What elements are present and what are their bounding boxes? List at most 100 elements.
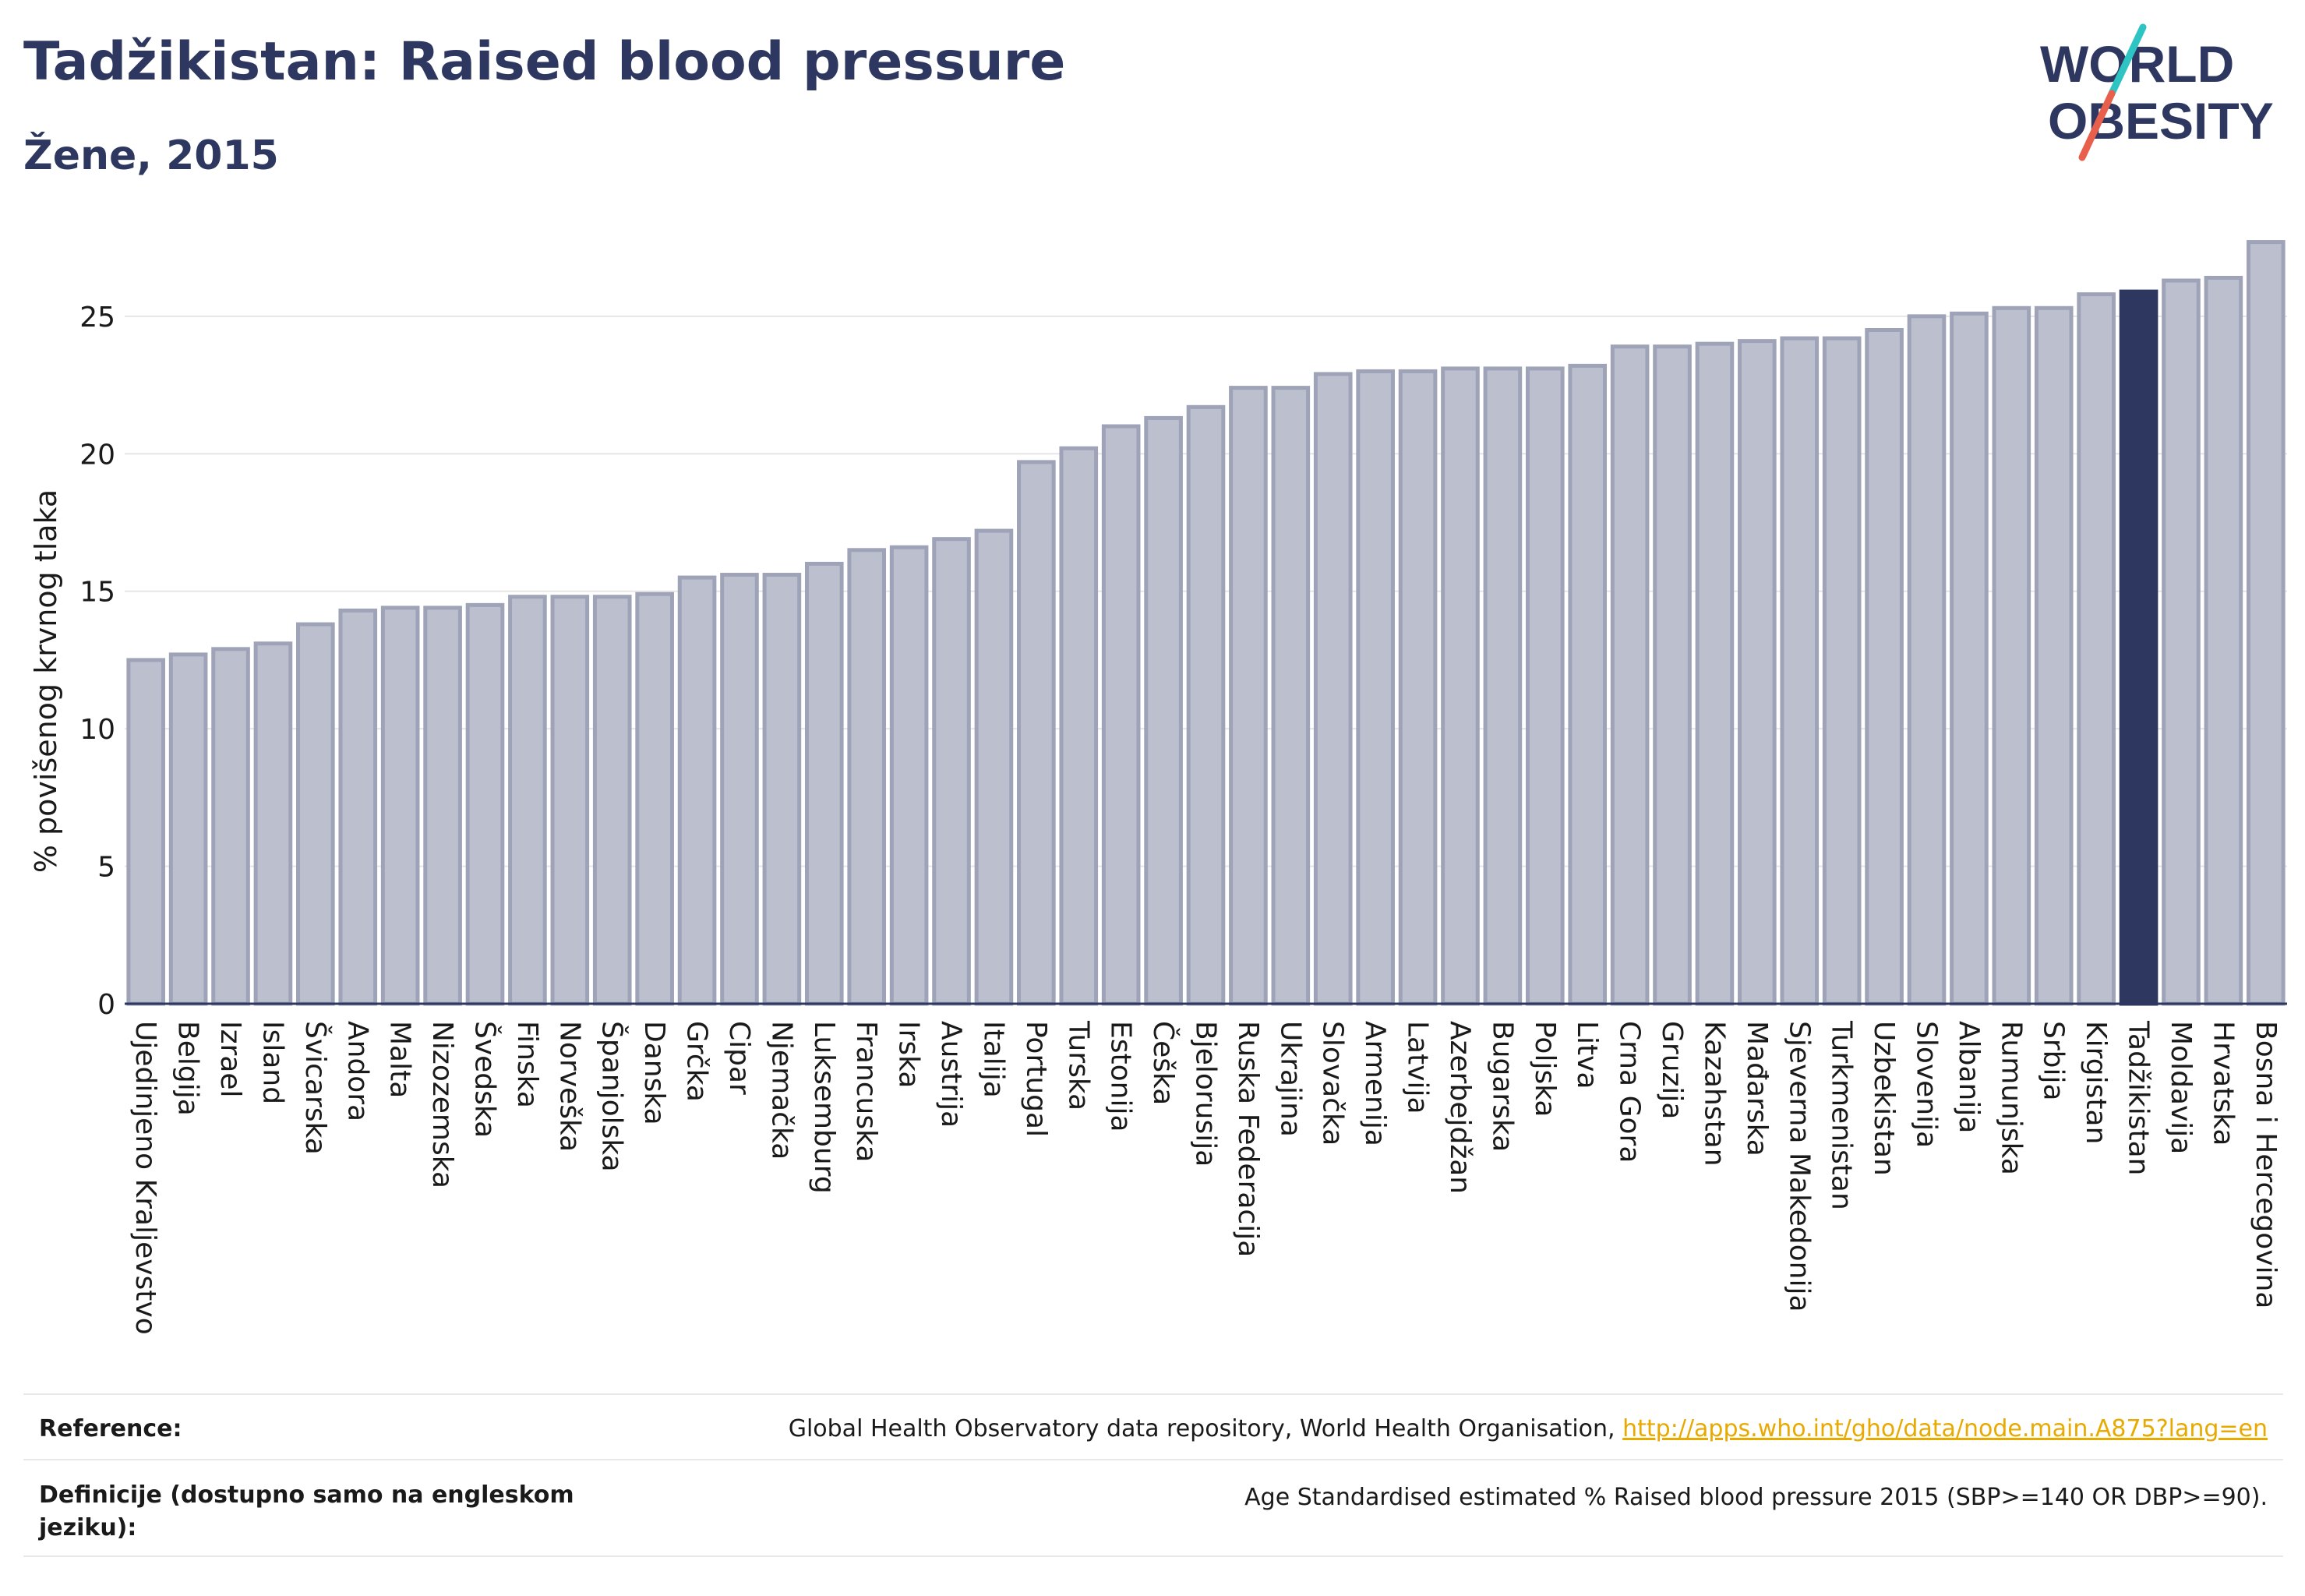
x-tick-label: Andora xyxy=(341,1021,373,1121)
x-tick-label: Portugal xyxy=(1020,1021,1052,1137)
bar xyxy=(1568,363,1608,1006)
x-tick-label: Ukrajina xyxy=(1274,1021,1306,1137)
x-tick-label: Francuska xyxy=(850,1021,882,1162)
bar-chart: 0 5 10 15 20 25 Ujedinjeno Kraljevstvo Belgija… xyxy=(29,240,2287,1335)
bar xyxy=(296,622,335,1006)
x-tick-label: Malta xyxy=(384,1021,416,1098)
x-tick-label: Turkmenistan xyxy=(1826,1020,1858,1210)
bar xyxy=(1695,341,1735,1006)
x-tick-label: Turska xyxy=(1062,1020,1094,1110)
reference-source: Global Health Observatory data repositor… xyxy=(788,1415,1615,1442)
x-tick-label: Ujedinjeno Kraljevstvo xyxy=(129,1021,161,1335)
x-axis-ticks: Ujedinjeno Kraljevstvo Belgija Izrael Islan… xyxy=(129,1020,2282,1335)
x-tick-label: Švicarska xyxy=(299,1021,332,1155)
x-tick-label: Ruska Federacija xyxy=(1232,1021,1264,1257)
x-tick-label: Belgija xyxy=(172,1021,204,1116)
bar xyxy=(1780,336,1820,1006)
bar xyxy=(720,573,759,1006)
footer-divider-middle xyxy=(23,1459,2283,1460)
x-tick-label: Grčka xyxy=(681,1021,713,1102)
footer-divider-bottom xyxy=(23,1555,2283,1557)
x-tick-label: Norveška xyxy=(553,1021,585,1152)
bar xyxy=(1271,386,1311,1006)
bar xyxy=(1992,305,2031,1006)
bar xyxy=(974,528,1014,1006)
x-tick-label: Bjelorusija xyxy=(1190,1021,1222,1167)
x-tick-label: Danska xyxy=(638,1021,670,1125)
bar xyxy=(1525,366,1565,1006)
x-tick-label: Litva xyxy=(1571,1021,1603,1089)
bar xyxy=(126,658,166,1006)
page-title: Tadžikistan: Raised blood pressure xyxy=(23,31,1066,93)
x-tick-label: Nizozemska xyxy=(426,1021,458,1188)
x-tick-label: Austrija xyxy=(935,1021,967,1128)
bar xyxy=(1313,372,1353,1006)
bar xyxy=(1398,369,1438,1006)
bar xyxy=(2034,305,2074,1006)
y-axis-label: % povišenog krvnog tlaka xyxy=(29,489,63,873)
x-tick-label: Rumunjska xyxy=(1995,1021,2027,1175)
x-tick-label: Estonija xyxy=(1105,1021,1137,1132)
bar xyxy=(211,647,250,1006)
bar xyxy=(847,548,887,1006)
x-tick-label: Island xyxy=(256,1021,288,1104)
bar xyxy=(2077,292,2116,1006)
bar xyxy=(1356,369,1395,1006)
bar xyxy=(1101,424,1141,1006)
bar xyxy=(2246,240,2286,1006)
reference-row: Reference: Global Health Observatory dat… xyxy=(23,1395,2283,1459)
bar xyxy=(508,595,547,1006)
footer-divider-top xyxy=(23,1393,2283,1395)
x-tick-label: Češka xyxy=(1147,1021,1180,1105)
x-tick-label: Cipar xyxy=(723,1021,755,1095)
x-tick-label: Finska xyxy=(511,1021,543,1108)
y-tick-label: 25 xyxy=(79,302,115,334)
bar xyxy=(338,608,378,1006)
x-tick-label: Mađarska xyxy=(1741,1021,1773,1156)
x-tick-label: Armenija xyxy=(1359,1021,1391,1146)
x-tick-label: Švedska xyxy=(469,1021,502,1138)
definition-row: Definicije (dostupno samo na engleskom j… xyxy=(23,1460,2283,1554)
reference-text: Global Health Observatory data repositor… xyxy=(789,1415,2268,1442)
bar xyxy=(168,652,208,1006)
y-tick-label: 5 xyxy=(97,852,115,884)
bar xyxy=(1738,339,1777,1006)
bar xyxy=(2162,278,2201,1006)
y-axis-ticks: 0 5 10 15 20 25 xyxy=(79,302,115,1021)
bar xyxy=(889,545,929,1006)
x-tick-label: Azerbejdžan xyxy=(1444,1021,1476,1194)
x-tick-label: Slovačka xyxy=(1317,1021,1349,1146)
x-tick-label: Latvija xyxy=(1402,1021,1434,1114)
bar xyxy=(2204,275,2243,1006)
bar xyxy=(932,537,971,1006)
bar xyxy=(550,595,590,1006)
x-tick-label: Izrael xyxy=(214,1021,246,1098)
y-tick-label: 20 xyxy=(79,439,115,471)
bar xyxy=(1017,460,1056,1006)
bar xyxy=(1822,336,1862,1006)
x-tick-label: Tadžikistan xyxy=(2123,1020,2155,1175)
x-tick-label: Albanija xyxy=(1953,1021,1985,1133)
reference-label: Reference: xyxy=(39,1415,182,1442)
x-tick-label: Hrvatska xyxy=(2207,1021,2239,1146)
reference-link[interactable]: http://apps.who.int/gho/data/node.main.A… xyxy=(1622,1415,2268,1442)
page-subtitle: Žene, 2015 xyxy=(23,132,279,179)
bar xyxy=(2119,289,2159,1006)
logo-text-obesity: OBESITY xyxy=(2048,92,2274,150)
bar xyxy=(1907,314,1947,1006)
x-tick-label: Luksemburg xyxy=(808,1021,840,1194)
bar xyxy=(1610,344,1650,1006)
x-tick-label: Gruzija xyxy=(1656,1021,1688,1119)
x-tick-label: Španjolska xyxy=(596,1021,629,1172)
bar xyxy=(1865,328,1904,1006)
definition-label: Definicije (dostupno samo na engleskom j… xyxy=(39,1481,574,1541)
bar xyxy=(677,575,717,1006)
x-tick-label: Srbija xyxy=(2038,1021,2070,1101)
bar xyxy=(1441,366,1480,1006)
bar xyxy=(804,561,844,1006)
y-tick-label: 15 xyxy=(79,577,115,609)
bar xyxy=(762,573,802,1006)
bar xyxy=(1059,446,1099,1006)
bar xyxy=(635,591,674,1006)
x-tick-label: Moldavija xyxy=(2165,1021,2197,1154)
